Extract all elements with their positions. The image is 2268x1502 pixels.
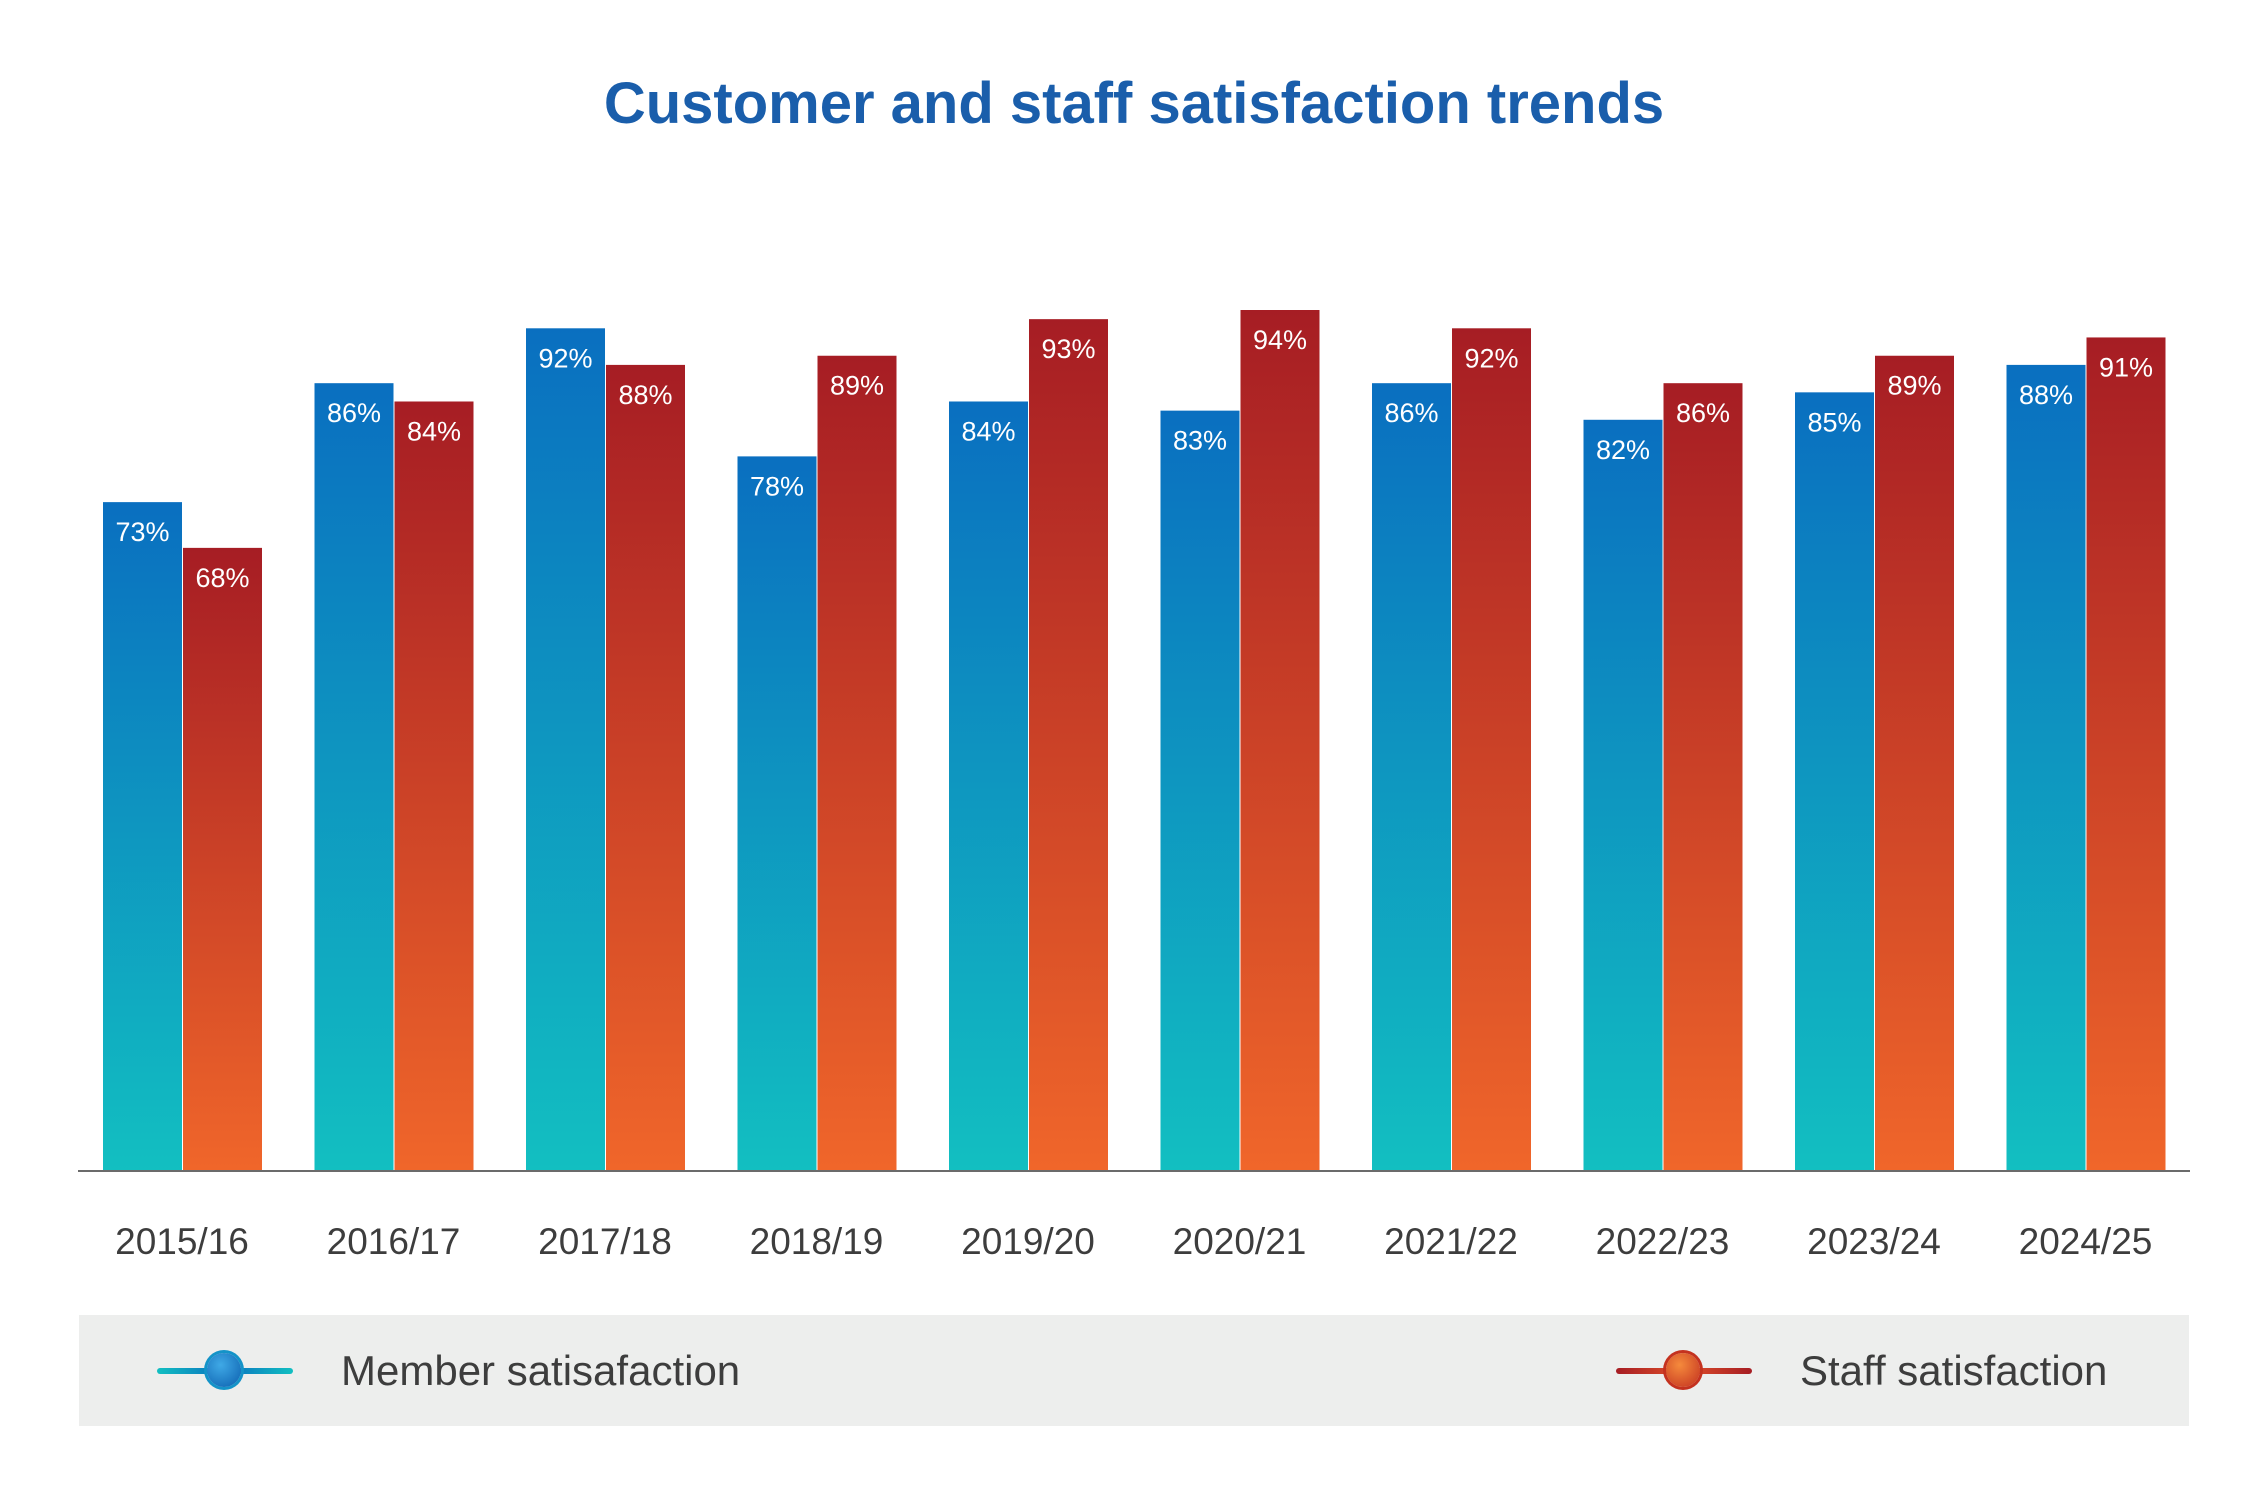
bar-staff-2017-18 [606, 364, 685, 1170]
x-tick-label: 2021/22 [1384, 1221, 1518, 1262]
bar-staff-2023-24 [1875, 355, 1954, 1170]
legend-item-staff: Staff satisfaction [1616, 1315, 2107, 1426]
data-label-member-2017-18: 92% [538, 343, 592, 373]
bar-staff-2019-20 [1029, 319, 1108, 1170]
bar-member-2023-24 [1795, 392, 1874, 1170]
x-tick-label: 2016/17 [327, 1221, 461, 1262]
x-tick-label: 2019/20 [961, 1221, 1095, 1262]
data-label-member-2020-21: 83% [1173, 426, 1227, 456]
data-label-staff-2019-20: 93% [1041, 334, 1095, 364]
data-label-staff-2015-16: 68% [195, 563, 249, 593]
bar-staff-2020-21 [1240, 310, 1320, 1170]
x-tick-label: 2015/16 [115, 1221, 249, 1262]
bar-member-2017-18 [526, 328, 605, 1171]
data-label-member-2015-16: 73% [115, 517, 169, 547]
data-label-staff-2016-17: 84% [407, 416, 461, 446]
bar-staff-2021-22 [1452, 328, 1531, 1171]
legend-label-staff: Staff satisfaction [1800, 1346, 2108, 1394]
bar-staff-2018-19 [817, 355, 897, 1170]
data-label-staff-2023-24: 89% [1887, 371, 1941, 401]
bar-staff-2022-23 [1663, 383, 1743, 1170]
bar-staff-2024-25 [2086, 337, 2166, 1171]
bar-member-2018-19 [737, 456, 817, 1171]
bar-member-2024-25 [2006, 364, 2086, 1170]
bar-member-2022-23 [1583, 419, 1663, 1170]
x-tick-label: 2023/24 [1807, 1221, 1941, 1262]
data-label-member-2018-19: 78% [750, 471, 804, 501]
legend-item-member: Member satisafaction [157, 1315, 740, 1426]
data-label-member-2019-20: 84% [961, 416, 1015, 446]
staff-satisfaction-swatch-icon [1616, 1351, 1752, 1391]
data-label-staff-2022-23: 86% [1676, 398, 1730, 428]
data-label-member-2023-24: 85% [1807, 407, 1861, 437]
data-label-member-2024-25: 88% [2019, 380, 2073, 410]
data-label-member-2016-17: 86% [327, 398, 381, 428]
x-tick-label: 2017/18 [538, 1221, 672, 1262]
x-tick-label: 2022/23 [1596, 1221, 1730, 1262]
bar-staff-2015-16 [183, 547, 262, 1170]
legend: Member satisafaction Staff satisfaction [79, 1315, 2189, 1426]
bar-member-2020-21 [1160, 410, 1240, 1170]
bar-member-2016-17 [314, 383, 394, 1170]
data-label-staff-2017-18: 88% [618, 380, 672, 410]
data-label-member-2021-22: 86% [1384, 398, 1438, 428]
data-label-member-2022-23: 82% [1596, 435, 1650, 465]
data-label-staff-2024-25: 91% [2099, 352, 2153, 382]
bar-chart-plot: 73% 68% 86% 84% 92% 88% 78% 89% 84% 93% 83% 94% 86% 9… [78, 310, 2190, 1262]
bars-group [103, 310, 2166, 1171]
x-tick-label: 2024/25 [2019, 1221, 2153, 1262]
data-labels-group: 73% 68% 86% 84% 92% 88% 78% 89% 84% 93% 83% 94% 86% 9… [115, 325, 2153, 593]
bar-staff-2016-17 [394, 401, 474, 1170]
data-label-staff-2018-19: 89% [830, 371, 884, 401]
bar-member-2015-16 [103, 502, 182, 1170]
legend-label-member: Member satisafaction [341, 1346, 741, 1394]
data-label-staff-2021-22: 92% [1464, 343, 1518, 373]
data-label-staff-2020-21: 94% [1253, 325, 1307, 355]
x-tick-label: 2018/19 [750, 1221, 884, 1262]
bar-member-2021-22 [1372, 383, 1451, 1170]
member-satisfaction-swatch-icon [157, 1351, 293, 1391]
x-tick-label: 2020/21 [1173, 1221, 1307, 1262]
bar-member-2019-20 [949, 401, 1028, 1170]
x-tick-labels-group: 2015/16 2016/17 2017/18 2018/19 2019/20 2020/… [115, 1221, 2152, 1262]
chart-title: Customer and staff satisfaction trends [603, 71, 1665, 136]
